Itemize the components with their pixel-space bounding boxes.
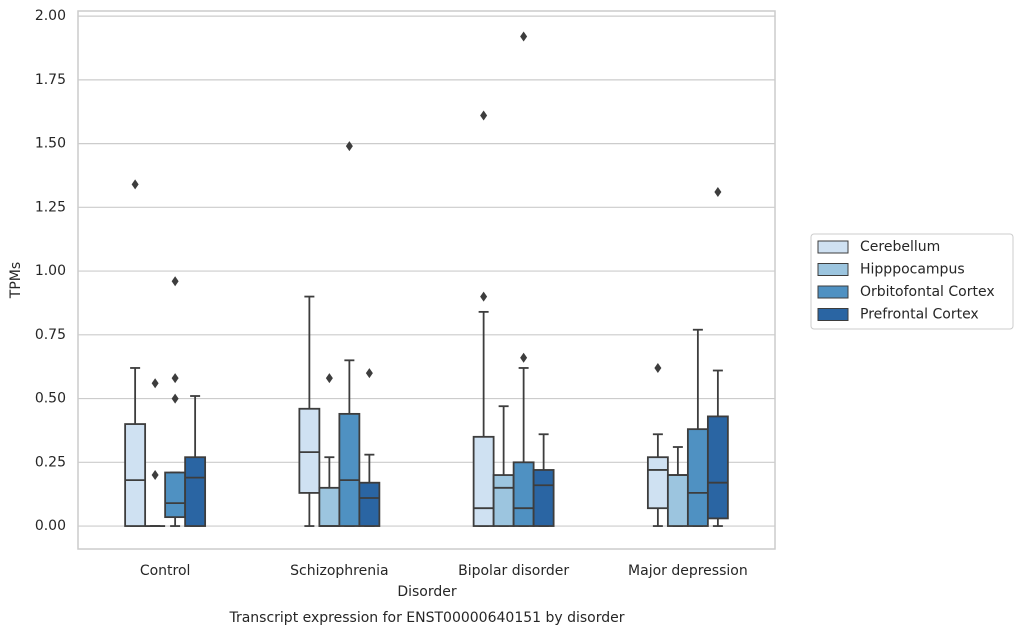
y-tick-label: 1.00 bbox=[35, 263, 66, 279]
y-tick-label: 0.75 bbox=[35, 327, 66, 343]
box bbox=[298, 407, 321, 494]
box bbox=[164, 471, 187, 519]
box bbox=[532, 469, 555, 527]
y-tick-label: 1.50 bbox=[35, 136, 66, 152]
flier bbox=[131, 179, 139, 190]
legend-frame bbox=[810, 233, 1014, 330]
flier bbox=[714, 187, 722, 198]
flier bbox=[171, 393, 179, 404]
x-tick-label: Control bbox=[140, 563, 191, 579]
flier bbox=[345, 141, 353, 152]
y-tick-label: 0.00 bbox=[35, 518, 66, 534]
flier bbox=[654, 362, 662, 373]
y-tick-label: 0.25 bbox=[35, 454, 66, 470]
y-tick-label: 2.00 bbox=[35, 8, 66, 24]
box bbox=[686, 428, 709, 527]
legend-label: Hipppocampus bbox=[860, 262, 965, 278]
flier bbox=[365, 368, 373, 379]
y-axis-label: TPMs bbox=[8, 262, 24, 299]
legend-swatch bbox=[817, 240, 849, 254]
x-tick-label: Major depression bbox=[628, 563, 748, 579]
flier bbox=[520, 31, 528, 42]
box bbox=[666, 474, 689, 527]
box bbox=[318, 486, 341, 527]
flier bbox=[325, 373, 333, 384]
legend-swatch bbox=[817, 263, 849, 276]
flier bbox=[520, 352, 528, 363]
x-tick-label: Bipolar disorder bbox=[458, 563, 569, 579]
flier bbox=[480, 110, 488, 121]
legend-label: Prefrontal Cortex bbox=[860, 307, 979, 323]
legend-label: Cerebellum bbox=[860, 239, 940, 255]
y-tick-label: 0.50 bbox=[35, 391, 66, 407]
plot-frame bbox=[77, 10, 776, 550]
flier bbox=[151, 378, 159, 389]
legend-label: Orbitofontal Cortex bbox=[860, 284, 995, 300]
y-tick-label: 1.75 bbox=[35, 72, 66, 88]
chart-title: Transcript expression for ENST0000064015… bbox=[228, 610, 624, 626]
box bbox=[184, 456, 207, 527]
legend-swatch bbox=[817, 308, 849, 321]
flier bbox=[151, 470, 159, 481]
flier bbox=[480, 291, 488, 302]
x-axis-label: Disorder bbox=[397, 584, 457, 600]
box bbox=[358, 481, 381, 527]
flier bbox=[171, 373, 179, 384]
x-tick-label: Schizophrenia bbox=[290, 563, 388, 579]
box bbox=[706, 415, 729, 520]
box bbox=[124, 423, 147, 527]
box bbox=[472, 435, 495, 527]
box bbox=[646, 456, 669, 510]
box bbox=[338, 412, 361, 527]
legend-swatch bbox=[817, 285, 849, 299]
y-tick-label: 1.25 bbox=[35, 199, 66, 215]
box bbox=[512, 461, 535, 527]
flier bbox=[171, 276, 179, 287]
box bbox=[492, 474, 515, 527]
